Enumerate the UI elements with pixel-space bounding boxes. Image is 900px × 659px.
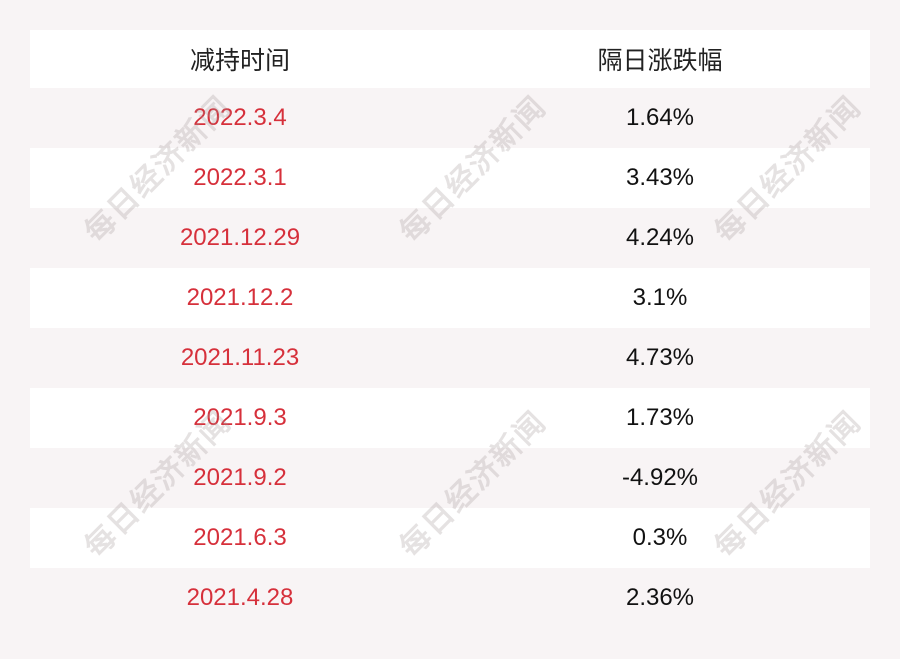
- date-cell: 2021.11.23: [180, 344, 300, 371]
- table-row: 2021.9.2 -4.92%: [30, 448, 870, 508]
- change-cell: 1.73%: [625, 404, 695, 431]
- header-next-day-change: 隔日涨跌幅: [597, 47, 723, 75]
- table-row: 2021.6.3 0.3%: [30, 508, 870, 568]
- change-cell: 1.64%: [625, 104, 695, 131]
- date-cell: 2021.9.3: [193, 404, 287, 431]
- change-cell: 4.73%: [625, 344, 695, 371]
- date-cell: 2021.6.3: [193, 524, 287, 551]
- table-row: 2021.11.23 4.73%: [30, 328, 870, 388]
- change-cell: -4.92%: [621, 464, 699, 491]
- header-reduce-time: 减持时间: [189, 47, 290, 75]
- change-cell: 4.24%: [625, 224, 695, 251]
- table-row: 2021.4.28 2.36%: [30, 568, 870, 628]
- date-cell: 2021.12.2: [186, 284, 294, 311]
- data-table: 减持时间 隔日涨跌幅 2022.3.4 1.64% 2022.3.1 3.43% 202…: [30, 30, 870, 628]
- date-cell: 2022.3.1: [193, 164, 287, 191]
- table-row: 2022.3.1 3.43%: [30, 148, 870, 208]
- table-row: 2021.9.3 1.73%: [30, 388, 870, 448]
- date-cell: 2021.4.28: [186, 584, 294, 611]
- date-cell: 2021.9.2: [193, 464, 287, 491]
- table-row: 2021.12.2 3.1%: [30, 268, 870, 328]
- change-cell: 2.36%: [625, 584, 695, 611]
- table-header: 减持时间 隔日涨跌幅: [30, 30, 870, 88]
- change-cell: 0.3%: [632, 524, 688, 551]
- date-cell: 2021.12.29: [179, 224, 301, 251]
- change-cell: 3.1%: [632, 284, 688, 311]
- change-cell: 3.43%: [625, 164, 695, 191]
- table-row: 2021.12.29 4.24%: [30, 208, 870, 268]
- table-row: 2022.3.4 1.64%: [30, 88, 870, 148]
- date-cell: 2022.3.4: [193, 104, 287, 131]
